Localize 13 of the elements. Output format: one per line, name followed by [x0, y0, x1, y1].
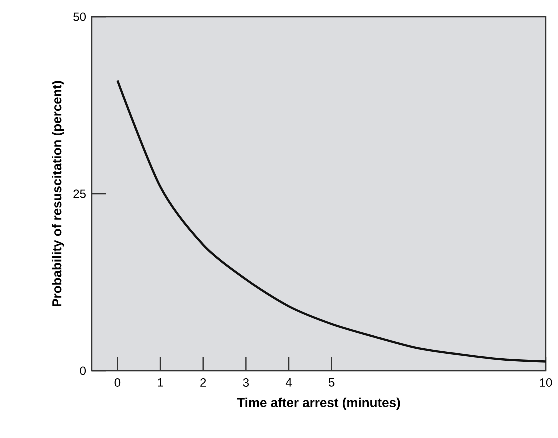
y-tick-label: 50 — [74, 12, 86, 22]
line-series — [116, 80, 546, 363]
y-tick-label: 0 — [80, 366, 86, 376]
x-tick-label: 10 — [540, 378, 552, 388]
x-tick-label: 3 — [243, 378, 249, 388]
x-tick-label: 4 — [286, 378, 292, 387]
x-tick-label: 0 — [114, 378, 121, 388]
x-tick-label: 2 — [200, 378, 206, 387]
y-axis-title: Probability of resuscitation (percent) — [52, 81, 64, 307]
x-axis-title: Time after arrest (minutes) — [237, 398, 400, 410]
y-tick-label: 25 — [74, 190, 86, 198]
x-tick-label: 5 — [329, 378, 335, 387]
x-tick-label: 1 — [158, 378, 164, 387]
